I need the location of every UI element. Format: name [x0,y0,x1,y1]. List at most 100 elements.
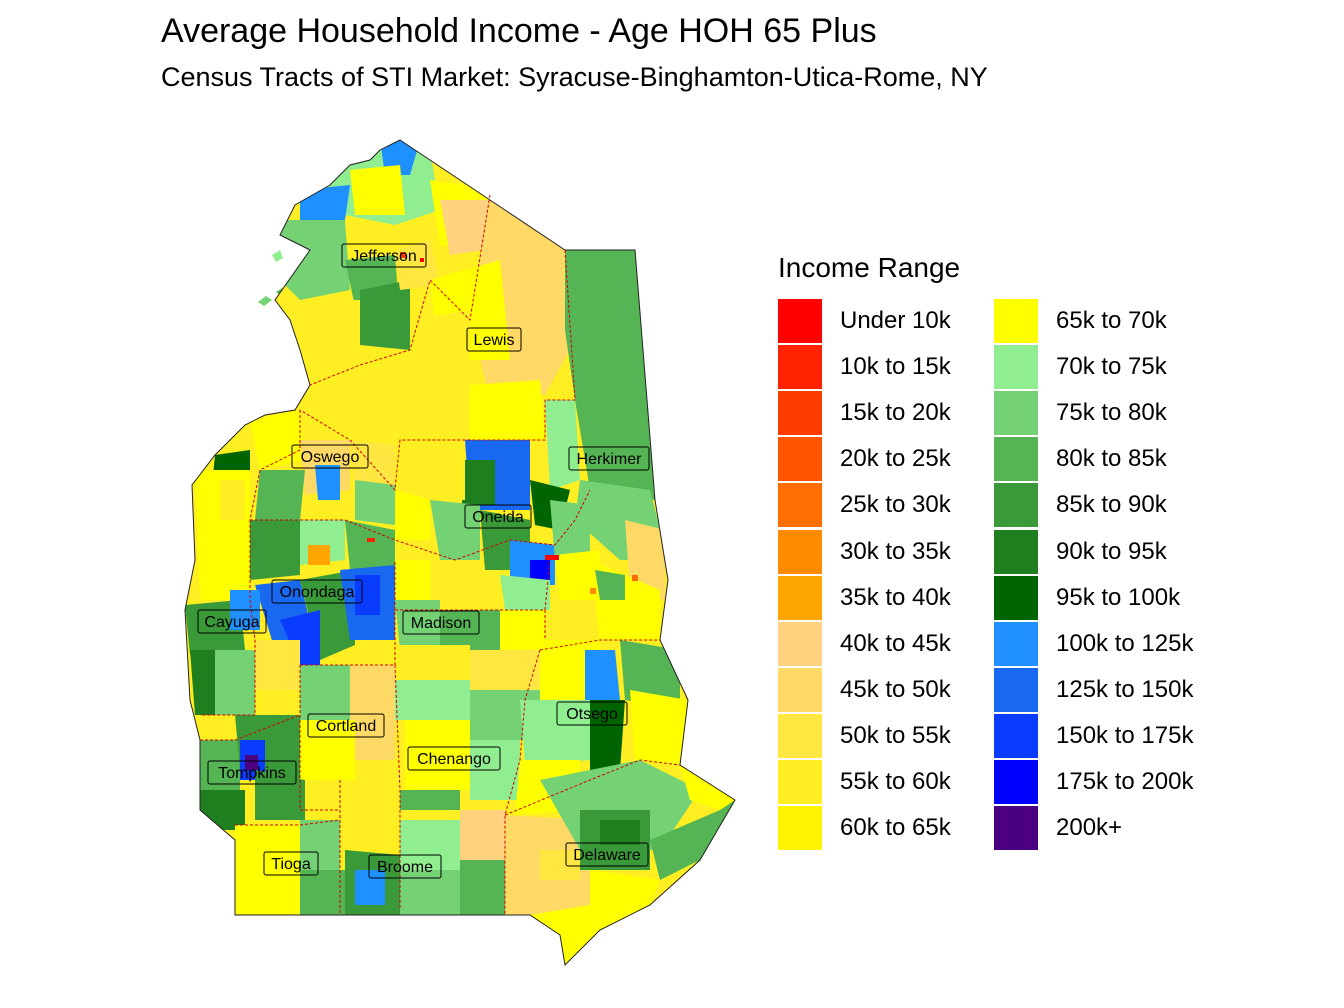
legend-label: 10k to 15k [840,353,951,381]
legend-swatch [994,667,1038,712]
legend-swatch [778,713,822,758]
map-title: Average Household Income - Age HOH 65 Pl… [161,12,877,50]
county-label-otsego: Otsego [556,701,628,726]
urban-tract-highlights [367,252,638,594]
county-label-tompkins: Tompkins [207,760,297,785]
legend-item: 200k+ [994,805,1216,851]
svg-text:Cortland: Cortland [316,718,376,735]
legend-swatch [778,806,822,851]
legend-item: 90k to 95k [994,528,1216,574]
census-tracts [185,140,735,965]
legend-item: 80k to 85k [994,436,1216,482]
legend-swatch [994,806,1038,851]
legend-label: 175k to 200k [1056,767,1194,795]
choropleth-map: Jefferson Lewis Oswego Herkimer Oneida O… [184,139,736,967]
county-label-broome: Broome [368,854,442,879]
legend-swatch [778,621,822,666]
county-label-oneida: Oneida [464,504,532,529]
svg-text:Tioga: Tioga [271,856,311,873]
legend-swatch [778,391,822,436]
legend-item: Under 10k [778,298,974,344]
income-legend: Income Range Under 10k 10k to 15k 15k to… [778,252,1216,851]
legend-item: 125k to 150k [994,667,1216,713]
legend-item: 10k to 15k [778,344,974,390]
county-label-jefferson: Jefferson [341,243,427,268]
svg-text:Herkimer: Herkimer [577,451,643,468]
legend-item: 75k to 80k [994,390,1216,436]
legend-swatch [994,575,1038,620]
legend-label: Under 10k [840,307,951,335]
legend-column-left: Under 10k 10k to 15k 15k to 20k 20k to 2… [778,298,974,851]
legend-label: 20k to 25k [840,445,951,473]
legend-item: 25k to 30k [778,482,974,528]
legend-item: 55k to 60k [778,759,974,805]
legend-label: 150k to 175k [1056,721,1194,749]
legend-item: 20k to 25k [778,436,974,482]
legend-item: 30k to 35k [778,528,974,574]
legend-swatch [994,437,1038,482]
legend-label: 75k to 80k [1056,399,1167,427]
svg-text:Chenango: Chenango [417,751,491,768]
legend-swatch [994,345,1038,390]
legend-label: 55k to 60k [840,767,951,795]
legend-item: 45k to 50k [778,667,974,713]
svg-text:Otsego: Otsego [566,706,618,723]
svg-text:Cayuga: Cayuga [204,614,259,631]
legend-swatch [994,391,1038,436]
legend-label: 100k to 125k [1056,629,1194,657]
legend-swatch [778,437,822,482]
legend-item: 40k to 45k [778,621,974,667]
svg-text:Oswego: Oswego [301,449,360,466]
legend-title: Income Range [778,252,961,283]
legend-swatch [994,299,1038,344]
legend-swatch [994,621,1038,666]
legend-swatch [778,299,822,344]
legend-swatch [778,759,822,804]
county-label-oswego: Oswego [291,444,369,469]
svg-text:Oneida: Oneida [472,509,524,526]
county-borders [200,194,681,915]
legend-label: 30k to 35k [840,537,951,565]
legend-label: 40k to 45k [840,629,951,657]
svg-text:Delaware: Delaware [573,847,641,864]
legend-label: 45k to 50k [840,675,951,703]
legend-item: 100k to 125k [994,621,1216,667]
legend-label: 70k to 75k [1056,353,1167,381]
svg-text:Madison: Madison [411,615,471,632]
legend-item: 15k to 20k [778,390,974,436]
legend-label: 60k to 65k [840,814,951,842]
county-label-onondaga: Onondaga [271,579,363,604]
legend-item: 70k to 75k [994,344,1216,390]
county-label-delaware: Delaware [565,842,649,867]
legend-label: 50k to 55k [840,721,951,749]
legend-label: 80k to 85k [1056,445,1167,473]
legend-label: 15k to 20k [840,399,951,427]
legend-item: 175k to 200k [994,759,1216,805]
county-label-chenango: Chenango [407,746,501,771]
legend-column-right: 65k to 70k 70k to 75k 75k to 80k 80k to … [994,298,1216,851]
svg-text:Lewis: Lewis [474,332,515,349]
legend-swatch [778,575,822,620]
county-label-cayuga: Cayuga [197,609,267,634]
legend-label: 25k to 30k [840,491,951,519]
legend-swatch [994,759,1038,804]
legend-swatch [994,713,1038,758]
svg-text:Jefferson: Jefferson [351,248,417,265]
legend-item: 150k to 175k [994,713,1216,759]
county-label-madison: Madison [402,610,480,635]
svg-text:Onondaga: Onondaga [280,584,355,601]
legend-swatch [994,529,1038,574]
legend-label: 200k+ [1056,814,1123,842]
legend-item: 35k to 40k [778,575,974,621]
legend-swatch [778,345,822,390]
legend-item: 50k to 55k [778,713,974,759]
county-label-cortland: Cortland [307,713,385,738]
region-outline [184,139,736,967]
legend-label: 65k to 70k [1056,307,1167,335]
legend-label: 85k to 90k [1056,491,1167,519]
legend-item: 60k to 65k [778,805,974,851]
svg-text:Broome: Broome [377,859,433,876]
legend-swatch [778,483,822,528]
county-label-lewis: Lewis [466,327,522,352]
county-label-herkimer: Herkimer [568,446,650,471]
